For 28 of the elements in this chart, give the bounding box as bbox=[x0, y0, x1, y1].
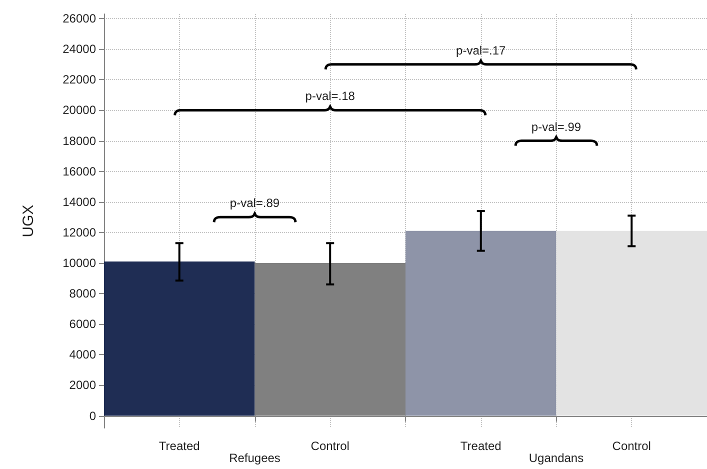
text: Ugandans bbox=[528, 451, 584, 465]
y-tick-label: 14000 bbox=[62, 194, 96, 209]
y-tick-label: 22000 bbox=[62, 72, 96, 87]
annotation: p-val=.99 bbox=[531, 120, 582, 134]
y-tick-label: 6000 bbox=[69, 317, 96, 332]
text: Refugees bbox=[229, 451, 280, 465]
x-tick-label: Control bbox=[612, 439, 651, 453]
bar bbox=[104, 261, 255, 416]
annotation: p-val=.18 bbox=[305, 89, 356, 104]
bar bbox=[406, 230, 556, 416]
bar bbox=[556, 230, 707, 416]
x-tick-label: Treated bbox=[158, 439, 200, 453]
y-tick-label: 8000 bbox=[69, 286, 96, 301]
annotation: p-val=.17 bbox=[456, 43, 506, 58]
y-tick-label: 10000 bbox=[62, 256, 96, 270]
y-tick-label: 0 bbox=[89, 408, 96, 423]
x-tick-label: Treated bbox=[460, 439, 502, 453]
y-tick-label: 26000 bbox=[62, 12, 96, 26]
y-tick-label: 18000 bbox=[62, 134, 96, 148]
annotation: p-val=.89 bbox=[230, 196, 280, 210]
y-tick-label: 16000 bbox=[62, 164, 96, 178]
y-tick-label: 12000 bbox=[62, 225, 96, 240]
y-axis-title: UGX bbox=[20, 204, 37, 238]
y-tick-label: 24000 bbox=[62, 42, 96, 56]
y-tick-label: 4000 bbox=[69, 348, 96, 362]
y-tick-label: 20000 bbox=[62, 103, 96, 118]
y-tick-label: 2000 bbox=[69, 378, 96, 392]
x-tick-label: Control bbox=[310, 439, 350, 453]
